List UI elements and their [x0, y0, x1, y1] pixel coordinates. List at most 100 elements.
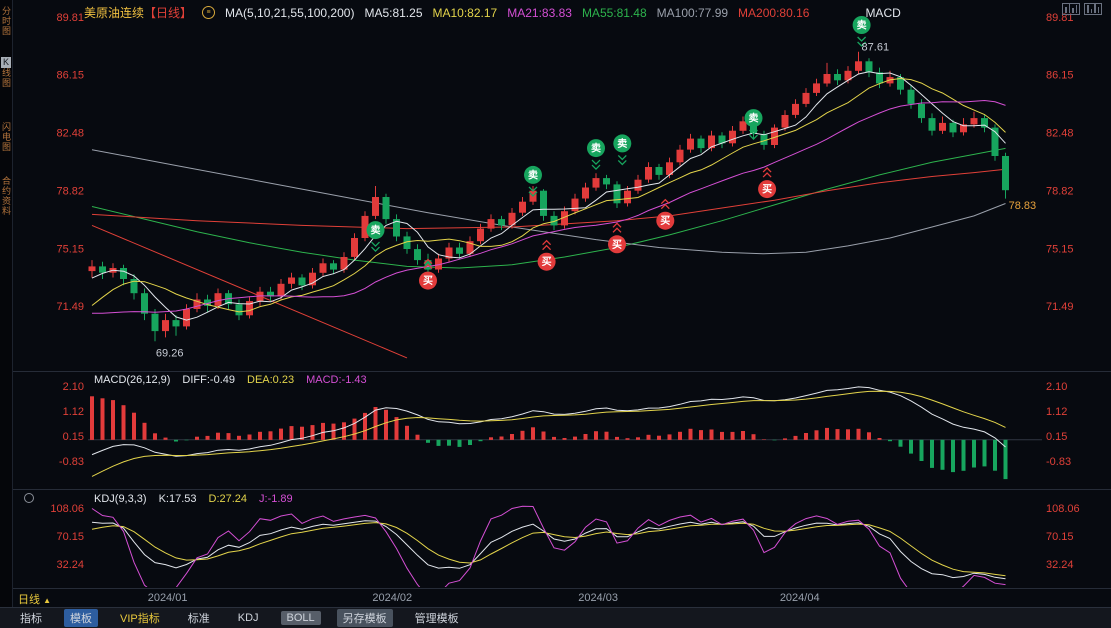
- macd-tick-label: -0.83: [59, 456, 84, 468]
- price-tick-label: 86.15: [1046, 70, 1074, 82]
- macd-tick-label: 1.12: [1046, 406, 1067, 418]
- ma55-value: MA55:81.48: [581, 5, 647, 20]
- symbol-name: 美原油连续: [84, 6, 145, 20]
- buy-signal: 买: [656, 198, 675, 230]
- kdj-plot[interactable]: [91, 505, 1006, 600]
- macd-tick-label: 2.10: [63, 381, 84, 393]
- bottom-tab-boll[interactable]: BOLL: [280, 611, 321, 625]
- panel-divider: [12, 371, 1111, 372]
- buy-signal: 买: [608, 222, 626, 254]
- kdj-tick-label: 70.15: [1046, 531, 1074, 543]
- kdj-k-value: K:17.53: [158, 493, 197, 505]
- kdj-d-value: D:27.24: [208, 493, 248, 505]
- corner-toolbar: [1062, 3, 1102, 15]
- price-annotation: 87.61: [862, 41, 890, 53]
- price-tick-label: 78.82: [56, 185, 84, 197]
- ma100-line: [91, 149, 1006, 255]
- sell-signal: 卖: [744, 109, 763, 141]
- macd-bar-value: MACD:-1.43: [306, 374, 367, 386]
- price-tick-label: 71.49: [1046, 301, 1074, 313]
- bottom-tab-templates[interactable]: 模板: [64, 609, 98, 627]
- bottom-tab-save-template[interactable]: 另存模板: [336, 609, 393, 627]
- month-label: 2024/02: [372, 592, 412, 604]
- sell-signal: 卖: [613, 134, 632, 166]
- macd-tick-label: 2.10: [1046, 381, 1067, 393]
- chart-type-sidebar: 分时图 K线图 闪电图 合约资料: [0, 0, 13, 607]
- bottom-tab-indicators[interactable]: 指标: [20, 613, 42, 625]
- sidebar-item-time-chart[interactable]: 分时图: [1, 6, 11, 36]
- kline-active-marker: K: [1, 57, 11, 68]
- svg-text:卖: 卖: [528, 168, 538, 181]
- svg-text:买: 买: [612, 239, 622, 251]
- price-tick-label: 82.48: [56, 128, 84, 140]
- ma200-value: MA200:80.16: [738, 5, 810, 20]
- macd-tick-label: 0.15: [1046, 431, 1067, 443]
- kline-label-tail: 线图: [1, 68, 11, 88]
- svg-text:买: 买: [423, 275, 433, 287]
- indicator-settings-icon[interactable]: ≡: [202, 6, 216, 19]
- sidebar-item-flash-chart[interactable]: 闪电图: [1, 122, 11, 152]
- indicator-toolbar: 美原油连续【日线】 ≡ MA(5,10,21,55,100,200) MA5:8…: [84, 4, 901, 21]
- svg-text:卖: 卖: [857, 19, 867, 32]
- macd-title: MACD(26,12,9): [94, 374, 171, 386]
- price-annotation: 69.26: [156, 347, 184, 359]
- macd-tick-label: 0.15: [63, 431, 84, 443]
- ma10-line: [91, 77, 1006, 313]
- bottom-tab-vip-indicators[interactable]: VIP指标: [120, 613, 160, 625]
- kline-style-icon[interactable]: [1062, 3, 1080, 15]
- price-tick-label: 89.81: [56, 12, 84, 24]
- macd-tick-label: -0.83: [1046, 456, 1071, 468]
- svg-text:卖: 卖: [591, 142, 601, 155]
- sell-signal: 卖: [524, 165, 542, 197]
- price-tick-label: 71.49: [56, 301, 84, 313]
- ma-group-label: MA(5,10,21,55,100,200): [225, 5, 355, 20]
- price-tick-label: 75.15: [56, 243, 84, 255]
- grid-layout-icon[interactable]: [1084, 3, 1102, 15]
- panel-divider: [12, 588, 1111, 589]
- price-tick-label: 86.15: [56, 70, 84, 82]
- k-line: [91, 520, 1006, 580]
- period-tag: 【日线】: [144, 6, 193, 20]
- month-label: 2024/03: [578, 592, 618, 604]
- price-annotation: 78.83: [1009, 200, 1037, 212]
- bottom-tab-standard[interactable]: 标准: [187, 613, 210, 625]
- month-label: 2024/04: [780, 592, 820, 604]
- macd-plot[interactable]: [88, 386, 1042, 480]
- macd-toolbar-label: MACD: [865, 5, 901, 20]
- ma5-value: MA5:81.25: [364, 5, 423, 20]
- price-tick-label: 82.48: [1046, 128, 1074, 140]
- price-tick-label: 75.15: [1046, 243, 1074, 255]
- kdj-title: KDJ(9,3,3): [94, 493, 147, 505]
- sell-signal: 卖: [587, 139, 605, 171]
- kdj-tick-label: 32.24: [1046, 559, 1074, 571]
- ma55-line: [91, 147, 1006, 269]
- svg-text:卖: 卖: [749, 112, 759, 125]
- period-label: 日线: [18, 594, 40, 606]
- j-line: [91, 505, 1006, 587]
- kdj-tick-label: 32.24: [56, 559, 84, 571]
- sell-signal: 卖: [852, 16, 871, 47]
- d-line: [91, 522, 1006, 577]
- trendline: [91, 224, 408, 359]
- period-selector[interactable]: 日线 ▲: [18, 591, 51, 607]
- kdj-panel-icon[interactable]: [24, 493, 34, 503]
- chevron-up-icon: ▲: [43, 596, 51, 605]
- kdj-header: KDJ(9,3,3) K:17.53 D:27.24 J:-1.89: [94, 493, 293, 505]
- bottom-tab-kdj[interactable]: KDJ: [237, 612, 259, 624]
- sidebar-item-contract-info[interactable]: 合约资料: [1, 176, 11, 216]
- sell-signal: 卖: [366, 221, 385, 253]
- ma5-line: [91, 71, 1006, 321]
- price-tick-label: 78.82: [1046, 185, 1074, 197]
- kdj-j-value: J:-1.89: [259, 493, 293, 505]
- ma21-value: MA21:83.83: [507, 5, 572, 20]
- svg-text:卖: 卖: [371, 224, 381, 237]
- svg-text:买: 买: [762, 184, 772, 196]
- ma100-value: MA100:77.99: [656, 5, 729, 20]
- macd-header: MACD(26,12,9) DIFF:-0.49 DEA:0.23 MACD:-…: [94, 374, 367, 386]
- sidebar-item-kline-chart[interactable]: K线图: [1, 57, 11, 88]
- kdj-tick-label: 108.06: [1046, 503, 1080, 515]
- bottom-tab-manage-template[interactable]: 管理模板: [414, 613, 459, 625]
